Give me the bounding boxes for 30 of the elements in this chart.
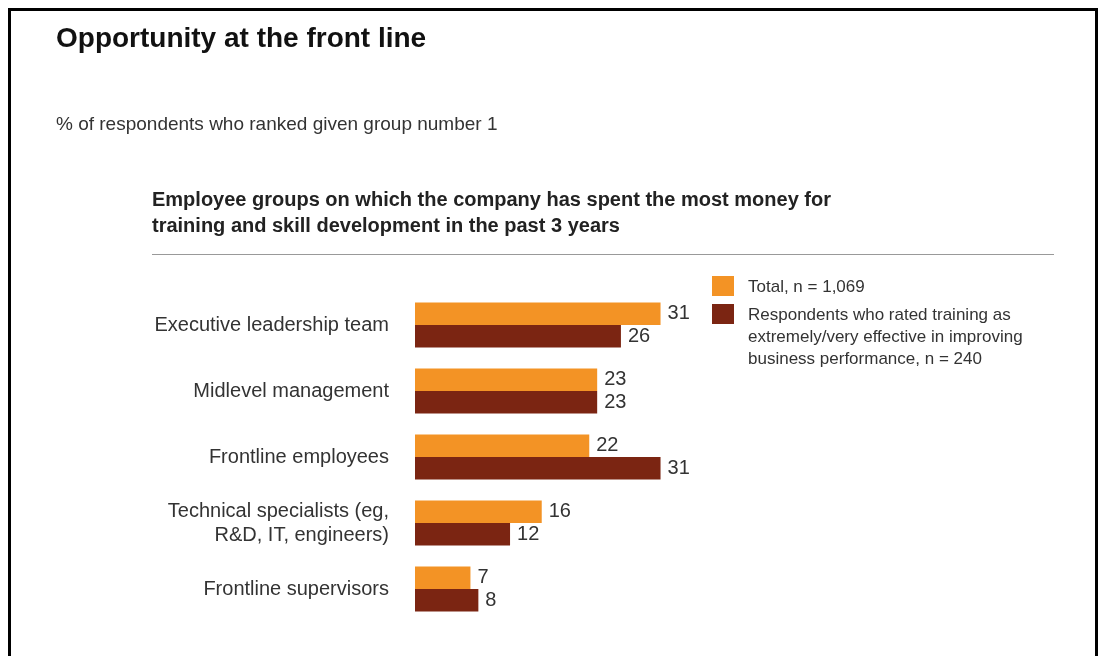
bar [415, 589, 479, 612]
legend-label: Total, n = 1,069 [748, 276, 865, 298]
data-label: 23 [604, 389, 627, 412]
bar [415, 566, 471, 589]
data-label: 12 [517, 521, 540, 544]
bar [415, 302, 661, 325]
chart-title: Opportunity at the front line [56, 22, 427, 54]
y-tick-label: Frontline supervisors [203, 576, 389, 599]
data-label: 31 [667, 301, 690, 324]
bar [415, 325, 621, 348]
y-tick-label: Executive leadership team [154, 312, 389, 335]
bar [415, 391, 598, 414]
data-label: 7 [477, 565, 489, 588]
data-label: 16 [548, 499, 571, 522]
bar [415, 434, 590, 457]
bar [415, 457, 661, 480]
y-tick-label: Midlevel management [193, 378, 390, 401]
bar [415, 500, 542, 523]
data-label: 26 [627, 323, 651, 346]
bar [415, 523, 511, 546]
data-label: 31 [667, 455, 690, 478]
data-label: 8 [485, 587, 497, 610]
bar [415, 368, 598, 391]
y-tick-label: Frontline employees [208, 444, 389, 467]
y-tick-label: Technical specialists (eg, R&D, IT, engineers) [167, 498, 389, 545]
data-label: 22 [596, 433, 619, 456]
text: Employee groups on which the company has spent the most money for training and skill development in the past 3 years [152, 187, 832, 238]
chart-subtitle: % of respondents who ranked given group number 1 [56, 113, 498, 135]
data-label: 23 [604, 367, 627, 390]
legend-label: Respondents who rated training as extremely/very effective in improving business performance, n = 240 [748, 304, 1024, 370]
